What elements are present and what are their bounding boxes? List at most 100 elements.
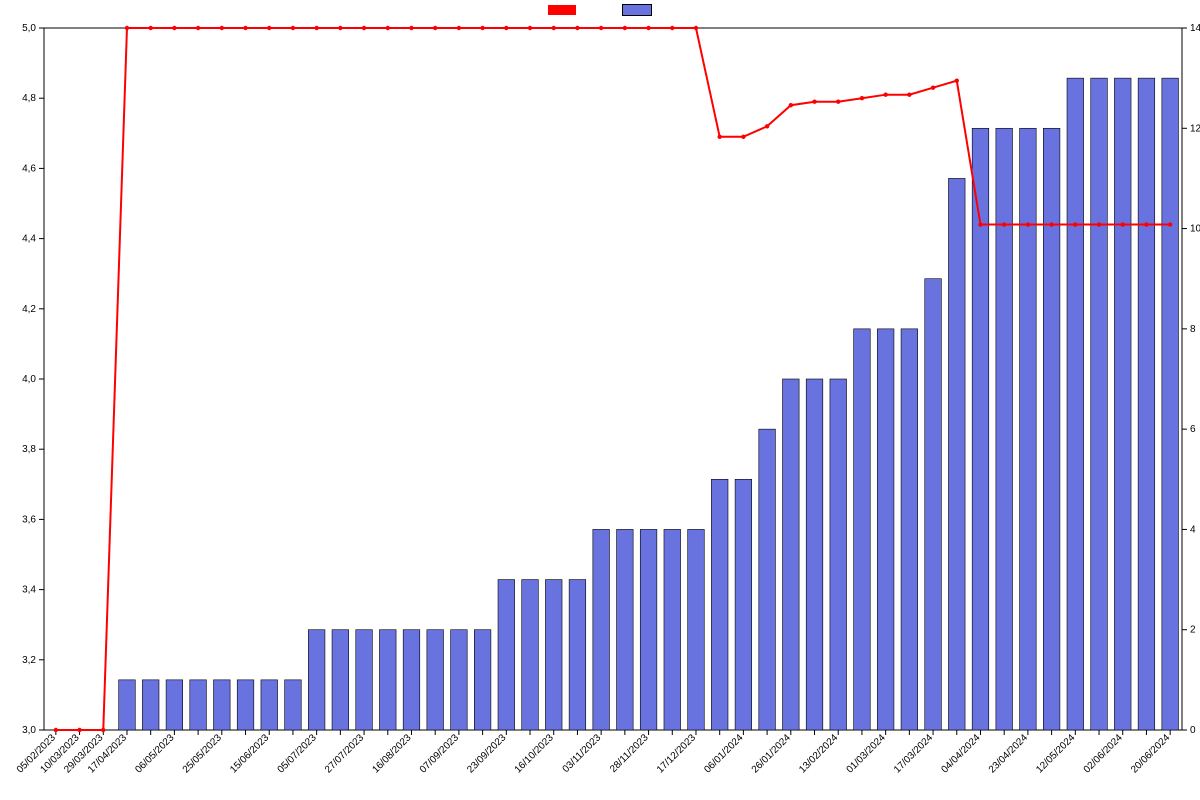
x-tick-label: 01/03/2024 bbox=[845, 732, 888, 775]
line-marker bbox=[670, 26, 674, 30]
bar bbox=[688, 529, 705, 730]
line-marker bbox=[623, 26, 627, 30]
chart-legend bbox=[0, 4, 1200, 16]
line-marker bbox=[172, 26, 176, 30]
x-tick-label: 04/04/2024 bbox=[939, 732, 982, 775]
y-left-tick-label: 4,0 bbox=[22, 374, 36, 385]
bar bbox=[735, 479, 752, 730]
legend-line-swatch bbox=[548, 5, 576, 15]
bar bbox=[854, 329, 871, 730]
line-marker bbox=[77, 728, 81, 732]
bar bbox=[522, 580, 539, 730]
y-right-tick-label: 14 bbox=[1190, 23, 1200, 34]
bar bbox=[498, 580, 515, 730]
y-left-tick-label: 3,0 bbox=[22, 725, 36, 736]
bar bbox=[711, 479, 728, 730]
x-tick-label: 07/09/2023 bbox=[418, 732, 461, 775]
line-marker bbox=[883, 92, 887, 96]
line-marker bbox=[1097, 222, 1101, 226]
y-left-tick-label: 3,4 bbox=[22, 585, 36, 596]
bar bbox=[261, 680, 278, 730]
x-tick-label: 12/05/2024 bbox=[1034, 732, 1077, 775]
bar bbox=[640, 529, 657, 730]
bar bbox=[332, 630, 349, 730]
bar bbox=[830, 379, 847, 730]
bar bbox=[379, 630, 396, 730]
bar bbox=[474, 630, 491, 730]
line-marker bbox=[243, 26, 247, 30]
line-marker bbox=[54, 728, 58, 732]
bar bbox=[996, 128, 1013, 730]
y-right-tick-label: 0 bbox=[1190, 725, 1196, 736]
bar bbox=[1091, 78, 1108, 730]
bar bbox=[142, 680, 159, 730]
line-marker bbox=[291, 26, 295, 30]
y-right-tick-label: 8 bbox=[1190, 324, 1196, 335]
x-tick-label: 03/11/2023 bbox=[561, 732, 604, 775]
line-marker bbox=[457, 26, 461, 30]
line-marker bbox=[765, 124, 769, 128]
bar bbox=[948, 178, 965, 730]
x-tick-label: 25/05/2023 bbox=[181, 732, 224, 775]
bar bbox=[285, 680, 302, 730]
bar bbox=[1114, 78, 1131, 730]
y-left-tick-label: 4,8 bbox=[22, 93, 36, 104]
line-marker bbox=[812, 100, 816, 104]
bar bbox=[545, 580, 562, 730]
y-left-tick-label: 5,0 bbox=[22, 23, 36, 34]
bar bbox=[783, 379, 800, 730]
bar bbox=[806, 379, 823, 730]
line-marker bbox=[220, 26, 224, 30]
x-tick-label: 16/10/2023 bbox=[513, 732, 556, 775]
line-marker bbox=[433, 26, 437, 30]
bar bbox=[237, 680, 254, 730]
line-marker bbox=[386, 26, 390, 30]
line-marker bbox=[552, 26, 556, 30]
bar bbox=[901, 329, 918, 730]
x-tick-label: 13/02/2024 bbox=[797, 732, 840, 775]
x-tick-label: 20/06/2024 bbox=[1129, 732, 1172, 775]
line-marker bbox=[1168, 222, 1172, 226]
y-left-tick-label: 4,6 bbox=[22, 163, 36, 174]
line-marker bbox=[955, 78, 959, 82]
bar bbox=[1162, 78, 1179, 730]
chart-svg: 3,03,23,43,63,84,04,24,44,64,85,00246810… bbox=[0, 0, 1200, 800]
y-right-tick-label: 2 bbox=[1190, 625, 1196, 636]
x-tick-label: 06/05/2023 bbox=[133, 732, 176, 775]
x-tick-label: 28/11/2023 bbox=[608, 732, 651, 775]
bar bbox=[166, 680, 183, 730]
line-marker bbox=[148, 26, 152, 30]
line-marker bbox=[409, 26, 413, 30]
line-marker bbox=[741, 135, 745, 139]
line-marker bbox=[978, 222, 982, 226]
bar bbox=[1067, 78, 1084, 730]
line-marker bbox=[860, 96, 864, 100]
line-marker bbox=[504, 26, 508, 30]
line-marker bbox=[1049, 222, 1053, 226]
x-tick-label: 26/01/2024 bbox=[750, 732, 793, 775]
x-tick-label: 05/07/2023 bbox=[276, 732, 319, 775]
line-marker bbox=[789, 103, 793, 107]
line-marker bbox=[267, 26, 271, 30]
line-marker bbox=[1026, 222, 1030, 226]
bar bbox=[356, 630, 373, 730]
bar bbox=[1020, 128, 1037, 730]
x-tick-label: 16/08/2023 bbox=[370, 732, 413, 775]
bar bbox=[451, 630, 468, 730]
bar bbox=[877, 329, 894, 730]
line-marker bbox=[694, 26, 698, 30]
bar bbox=[617, 529, 634, 730]
line-marker bbox=[907, 92, 911, 96]
bar bbox=[1043, 128, 1060, 730]
bar bbox=[593, 529, 610, 730]
line-marker bbox=[717, 135, 721, 139]
y-right-tick-label: 4 bbox=[1190, 524, 1196, 535]
y-left-tick-label: 4,4 bbox=[22, 234, 36, 245]
bar bbox=[190, 680, 207, 730]
line-marker bbox=[931, 85, 935, 89]
line-marker bbox=[314, 26, 318, 30]
y-left-tick-label: 3,8 bbox=[22, 444, 36, 455]
line-marker bbox=[599, 26, 603, 30]
line-marker bbox=[125, 26, 129, 30]
line-marker bbox=[196, 26, 200, 30]
